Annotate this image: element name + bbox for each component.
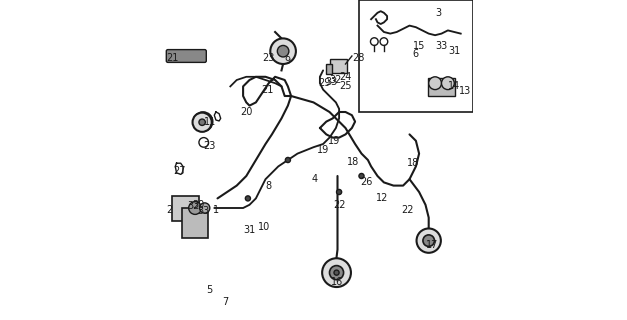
Text: 17: 17 bbox=[426, 240, 438, 250]
Text: 33: 33 bbox=[325, 76, 337, 87]
Circle shape bbox=[423, 235, 435, 246]
Circle shape bbox=[429, 77, 441, 90]
Text: 9: 9 bbox=[285, 56, 291, 66]
Circle shape bbox=[334, 270, 339, 275]
Bar bbox=[326, 64, 332, 74]
Circle shape bbox=[194, 112, 213, 131]
Circle shape bbox=[189, 202, 201, 214]
Text: 31: 31 bbox=[243, 225, 256, 236]
Text: 21: 21 bbox=[261, 84, 273, 95]
Bar bbox=[359, 0, 473, 112]
Text: 10: 10 bbox=[258, 222, 270, 232]
Text: 7: 7 bbox=[223, 297, 229, 308]
Text: 28: 28 bbox=[352, 52, 364, 63]
Text: 24: 24 bbox=[339, 72, 352, 82]
Text: 13: 13 bbox=[460, 86, 472, 96]
Text: 23: 23 bbox=[263, 52, 275, 63]
Circle shape bbox=[330, 266, 344, 280]
Bar bbox=[182, 208, 208, 238]
Circle shape bbox=[359, 173, 364, 179]
Text: 11: 11 bbox=[204, 116, 216, 127]
Text: 30: 30 bbox=[192, 200, 204, 210]
Text: 32: 32 bbox=[330, 75, 342, 85]
Text: 20: 20 bbox=[240, 107, 253, 117]
FancyBboxPatch shape bbox=[166, 50, 206, 62]
Circle shape bbox=[199, 203, 210, 213]
Text: 15: 15 bbox=[413, 41, 425, 52]
Text: 27: 27 bbox=[173, 166, 186, 176]
Text: 32: 32 bbox=[187, 201, 199, 212]
Text: 25: 25 bbox=[339, 81, 352, 92]
Circle shape bbox=[441, 77, 455, 90]
Text: 19: 19 bbox=[317, 145, 329, 156]
Text: 8: 8 bbox=[266, 180, 271, 191]
Text: 33: 33 bbox=[197, 206, 209, 216]
Text: 1: 1 bbox=[213, 204, 219, 215]
Text: 21: 21 bbox=[167, 52, 179, 63]
Circle shape bbox=[199, 119, 205, 125]
Text: 5: 5 bbox=[206, 284, 213, 295]
Text: 3: 3 bbox=[435, 8, 441, 18]
Bar bbox=[330, 59, 347, 73]
Bar bbox=[428, 78, 455, 96]
Circle shape bbox=[245, 196, 250, 201]
Text: 2: 2 bbox=[166, 204, 172, 215]
Text: 18: 18 bbox=[347, 156, 360, 167]
Text: 29: 29 bbox=[319, 78, 331, 88]
Circle shape bbox=[199, 118, 207, 125]
Circle shape bbox=[416, 228, 441, 253]
Circle shape bbox=[277, 45, 289, 57]
Circle shape bbox=[270, 38, 296, 64]
Circle shape bbox=[192, 113, 212, 132]
Text: 33: 33 bbox=[435, 41, 448, 52]
Text: 26: 26 bbox=[360, 177, 372, 188]
Text: 31: 31 bbox=[448, 46, 460, 56]
Text: 23: 23 bbox=[203, 140, 216, 151]
Text: 19: 19 bbox=[328, 136, 340, 146]
Circle shape bbox=[285, 157, 290, 163]
Text: 4: 4 bbox=[312, 174, 318, 184]
FancyBboxPatch shape bbox=[172, 196, 199, 221]
Text: 22: 22 bbox=[333, 200, 345, 210]
Text: 16: 16 bbox=[332, 276, 344, 287]
Text: 6: 6 bbox=[413, 49, 419, 60]
Text: 18: 18 bbox=[406, 158, 419, 168]
Text: 22: 22 bbox=[402, 204, 414, 215]
Circle shape bbox=[322, 258, 351, 287]
Text: 12: 12 bbox=[376, 193, 389, 204]
Text: 14: 14 bbox=[448, 81, 460, 92]
Circle shape bbox=[337, 189, 342, 195]
